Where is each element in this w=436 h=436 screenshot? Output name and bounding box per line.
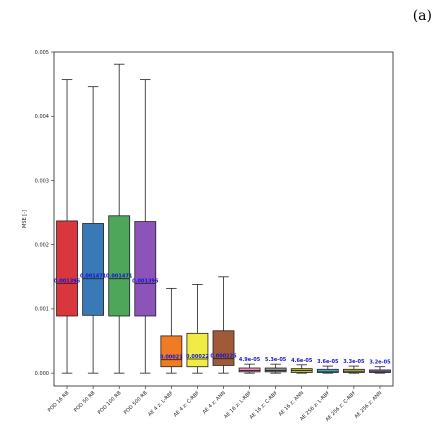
- x-tick-label: AE 4 z: C-RBF: [173, 390, 201, 418]
- median-label: 0.00022: [186, 354, 209, 360]
- box: [56, 220, 78, 317]
- median-label: 0.001471: [80, 274, 107, 280]
- median-label: 0.00021: [160, 355, 183, 361]
- box: [264, 367, 287, 373]
- median-label: 4.9e-05: [239, 357, 261, 363]
- y-axis-label: MSE [-]: [22, 210, 28, 228]
- box: [160, 335, 183, 368]
- x-tick-label: AE 256 z: ANN: [354, 390, 384, 420]
- x-tick-label: POD 50 RB: [73, 390, 97, 414]
- median-label: 0.001396: [132, 278, 159, 284]
- panel-label: (a): [412, 8, 432, 24]
- y-tick-label: 0.000: [35, 371, 49, 377]
- median-label: 3.6e-05: [317, 359, 339, 365]
- x-tick-label: AE 16 z: C-RBF: [249, 390, 280, 421]
- box: [108, 215, 131, 317]
- box: [238, 367, 261, 373]
- box: [212, 330, 235, 366]
- median-label: 5.3e-05: [265, 357, 287, 363]
- x-tick-label: POD 500 RB: [123, 390, 149, 416]
- y-tick-label: 0.005: [35, 50, 49, 56]
- box: [82, 223, 105, 316]
- median-label: 3.3e-05: [343, 359, 365, 365]
- median-label: 3.2e-05: [369, 360, 391, 366]
- y-tick-label: 0.002: [35, 242, 49, 248]
- median-label: 0.000225: [210, 354, 237, 360]
- median-label: 4.6e-05: [291, 358, 313, 364]
- x-tick-label: AE 4 z: L-RBF: [147, 390, 175, 418]
- x-tick-label: POD 16 RB: [47, 390, 71, 414]
- x-tick-label: AE 16 z: ANN: [278, 390, 306, 418]
- y-tick-label: 0.001: [35, 307, 49, 313]
- median-label: 0.001396: [54, 278, 81, 284]
- box: [134, 221, 157, 317]
- box: [186, 332, 209, 368]
- x-tick-label: AE 4 z: ANN: [202, 390, 227, 415]
- y-tick-label: 0.004: [35, 114, 49, 120]
- median-label: 0.001471: [106, 274, 133, 280]
- plot-area: 0.000 0.001 0.002 0.003 0.004 0.005 0.001396 PO…: [35, 50, 394, 423]
- x-tick-label: POD 100 RB: [97, 390, 123, 416]
- y-tick-label: 0.003: [35, 178, 49, 184]
